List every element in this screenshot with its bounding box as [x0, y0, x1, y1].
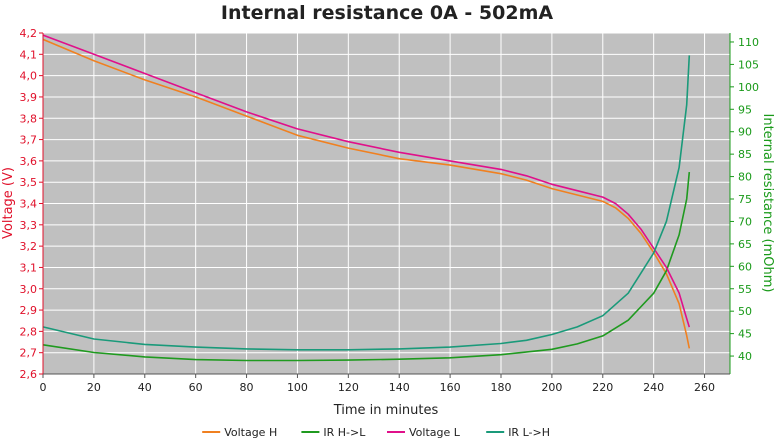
- y-axis-left-title: Voltage (V): [1, 167, 16, 239]
- y-right-tick-label: 45: [738, 328, 752, 341]
- y-left-tick-label: 2,9: [20, 304, 38, 317]
- y-right-tick-label: 95: [738, 103, 752, 116]
- x-tick-label: 140: [389, 381, 410, 394]
- y-left-tick-label: 3,5: [20, 176, 38, 189]
- series-line-voltage-h: [42, 38, 691, 349]
- y-left-tick-label: 3,3: [20, 219, 38, 232]
- y-left-tick-label: 3,1: [20, 261, 38, 274]
- x-tick-label: 100: [287, 381, 308, 394]
- legend-label: IR L->H: [508, 426, 550, 439]
- x-axis-title: Time in minutes: [333, 403, 439, 418]
- y-left-tick-label: 3,4: [20, 198, 38, 211]
- y-left-tick-label: 3,6: [20, 155, 38, 168]
- x-tick-label: 80: [240, 381, 254, 394]
- series-line-voltage-l: [42, 34, 691, 328]
- y-right-tick-label: 50: [738, 305, 752, 318]
- x-tick-label: 120: [338, 381, 359, 394]
- y-left-tick-label: 4,0: [20, 70, 38, 83]
- y-left-tick-label: 2,8: [20, 325, 38, 338]
- x-tick-label: 60: [189, 381, 203, 394]
- y-left-tick-label: 3,8: [20, 112, 38, 125]
- y-right-tick-label: 85: [738, 148, 752, 161]
- y-right-tick-label: 55: [738, 283, 752, 296]
- x-tick-label: 240: [643, 381, 664, 394]
- y-right-tick-label: 60: [738, 260, 752, 273]
- y-left-tick-label: 3,7: [20, 134, 38, 147]
- chart-title: Internal resistance 0A - 502mA: [221, 2, 553, 24]
- y-left-tick-label: 2,6: [20, 368, 38, 381]
- series-line-ir-h-l: [42, 172, 691, 362]
- y-axis-right-title: Internal resistance (mOhm): [760, 114, 774, 293]
- y-right-tick-label: 40: [738, 350, 752, 363]
- legend: Voltage H IR H->L Voltage L IR L->H: [202, 426, 550, 439]
- y-left-tick-label: 3,9: [20, 91, 38, 104]
- y-right-tick-label: 90: [738, 126, 752, 139]
- x-tick-label: 40: [138, 381, 152, 394]
- x-tick-label: 220: [592, 381, 613, 394]
- y-left-tick-label: 2,7: [20, 347, 38, 360]
- y-left-tick-label: 3,0: [20, 283, 38, 296]
- x-tick-label: 0: [40, 381, 47, 394]
- legend-label: Voltage H: [224, 426, 277, 439]
- x-tick-label: 200: [541, 381, 562, 394]
- y-left-tick-label: 3,2: [20, 240, 38, 253]
- y-right-tick-label: 110: [738, 36, 759, 49]
- x-tick-label: 160: [440, 381, 461, 394]
- y-left-tick-label: 4,1: [20, 48, 38, 61]
- y-right-tick-label: 75: [738, 193, 752, 206]
- series-layer: [42, 34, 691, 362]
- x-tick-label: 180: [491, 381, 512, 394]
- legend-label: Voltage L: [409, 426, 461, 439]
- axes: 0 20 40 60 80 100 120 140 160 180 200 220 240 260 2,6 2…: [20, 27, 760, 394]
- y-left-tick-label: 4,2: [20, 27, 38, 40]
- series-line-ir-l-h: [42, 55, 691, 351]
- x-tick-label: 20: [87, 381, 101, 394]
- y-right-tick-label: 65: [738, 238, 752, 251]
- y-right-tick-label: 100: [738, 81, 759, 94]
- y-right-tick-label: 80: [738, 171, 752, 184]
- y-right-tick-label: 105: [738, 58, 759, 71]
- y-right-tick-label: 70: [738, 215, 752, 228]
- x-tick-label: 260: [694, 381, 715, 394]
- legend-label: IR H->L: [323, 426, 366, 439]
